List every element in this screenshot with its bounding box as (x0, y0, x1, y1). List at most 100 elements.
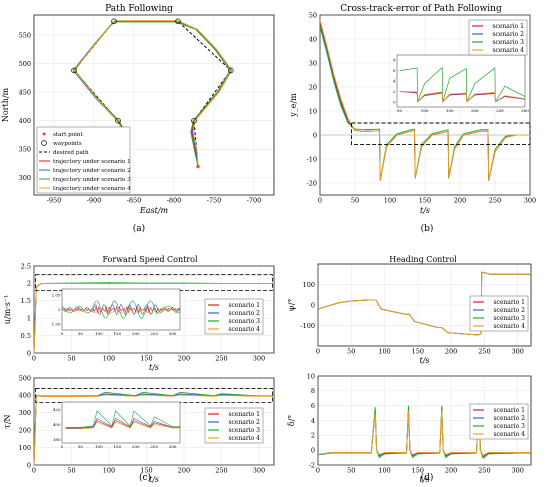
panel-a-ytick-label: 350 (19, 146, 31, 154)
panel-c-thrust-ytick-label: 100 (19, 444, 31, 452)
panel-b-label: (b) (421, 223, 434, 234)
legend-entry: scenario 1 (228, 411, 260, 418)
panel-a-xtick-label: -900 (87, 197, 102, 205)
panel-a-ylabel: North/m (1, 87, 10, 122)
panel-a-title: Path Following (105, 4, 173, 14)
panel-b-inset-xtick: 100 (421, 108, 429, 113)
legend-entry: scenario 4 (492, 47, 524, 54)
panel-b-ytick-label: 10 (309, 107, 317, 115)
panel-b-inset-frame (396, 54, 526, 108)
panel-d-rudder-ytick-label: 4 (311, 417, 315, 425)
panel-c-thrust-ytick-label: 200 (19, 426, 31, 434)
panel-b-xtick-label: 150 (419, 197, 431, 205)
panel-c-thrust-xtick-label: 150 (140, 467, 152, 475)
panel-c-speed-xtick-label: 100 (103, 355, 115, 363)
panel-b-ylabel: y_e/m (289, 93, 298, 118)
waypoint-marker (71, 67, 77, 74)
panel-d-heading-xtick-label: 50 (347, 348, 355, 356)
panel-d-rudder-ytick-label: 2 (311, 432, 315, 440)
waypoint-marker (191, 117, 197, 124)
panel-b-inset-xtick: 50 (397, 108, 403, 113)
panel-c-thrust-ytick-label: 500 (19, 374, 31, 382)
legend-waypoint-marker (41, 140, 47, 146)
panel-b-inset-xtick: 200 (471, 108, 479, 113)
panel-b-ytick-label: 0 (313, 131, 317, 139)
panel-a-xtick-label: -950 (47, 197, 62, 205)
panel-c-speed-xtick-label: 250 (215, 355, 227, 363)
legend-entry: scenario 2 (228, 310, 260, 317)
legend-entry: scenario 2 (228, 419, 260, 426)
panel-c-speed-inset-ytick: 1.95 (52, 322, 61, 327)
panel-d-rudder-ylabel: δ/° (287, 415, 296, 427)
panel-a-border (33, 14, 275, 196)
inset-speed-line-scenario-4 (61, 309, 181, 314)
panel-d-rudder-legend-box (469, 403, 529, 440)
panel-d-rudder-ytick-label: 10 (307, 372, 315, 380)
inset-thrust-line-scenario-1 (65, 420, 180, 429)
legend-entry: scenario 1 (228, 302, 260, 309)
panel-b-ytick-label: 40 (309, 35, 317, 43)
panel-c-thrust-inset-ytick: 400 (53, 422, 61, 427)
panel-c-speed-inset-ytick: 2.05 (52, 292, 61, 297)
panel-c-speed-xtick-label: 50 (67, 355, 75, 363)
inset-thrust-line-scenario-2 (65, 417, 180, 429)
panel-c-thrust-inset-xtick: 150 (113, 444, 121, 449)
panel-d-rudder-xtick-label: 50 (347, 467, 355, 475)
panel-d-heading-ytick-label: -100 (300, 322, 315, 330)
panel-a-xtick-label: -850 (127, 197, 142, 205)
panel-c-thrust-inset-frame (61, 401, 181, 444)
legend-entry: scenario 4 (493, 323, 525, 330)
legend-entry: trajectory under scenario 3 (53, 177, 131, 183)
panel-c-speed-inset-xtick: 50 (78, 331, 84, 336)
panel-b-inset-xtick: 150 (446, 108, 454, 113)
panel-c-thrust-xtick-label: 250 (215, 467, 227, 475)
panel-c-speed-inset-ytick: 2 (58, 307, 61, 312)
legend-entry: scenario 4 (228, 326, 260, 333)
panel-d-rudder-ytick-label: 6 (311, 402, 315, 410)
waypoint-marker (175, 18, 181, 25)
legend-entry: scenario 1 (493, 299, 525, 306)
panel-b-ytick-label: -10 (307, 155, 317, 163)
trajectory-line-scenario-4 (73, 20, 232, 167)
panel-c-speed-ytick-label: 0 (27, 349, 31, 357)
panel-c-speed-xtick-label: 150 (140, 355, 152, 363)
panel-c-speed-border (33, 265, 275, 354)
panel-c-thrust-xtick-label: 50 (67, 467, 75, 475)
panel-b-xtick-label: 0 (318, 197, 322, 205)
panel-b-xtick-label: 200 (454, 197, 466, 205)
panel-b-ytick-label: 30 (309, 59, 317, 67)
panel-b-title: Cross-track-error of Path Following (340, 4, 502, 14)
panel-b-ytick-label: -20 (307, 179, 317, 187)
panel-b-inset: 50 100 150 200 250 300 0 2 4 6 8 (393, 54, 529, 113)
panel-c-speed-inset-frame (61, 288, 181, 331)
panel-b-inset-ytick: 8 (393, 58, 396, 63)
panel-c-speed-inset-xtick: 100 (95, 331, 103, 336)
legend-entry: scenario 3 (493, 315, 525, 322)
panel-a-ytick-label: 450 (19, 88, 31, 96)
legend-entry: scenario 4 (493, 431, 525, 438)
panel-c-speed-inset: 0 50 100 150 200 250 300 1.95 2 2.05 (52, 288, 181, 336)
panel-b-ytick-label: 50 (309, 11, 317, 19)
panel-c-speed-ytick-label: 1 (27, 314, 31, 322)
panel-c-thrust-xlabel: t/s (149, 475, 159, 484)
panel-d-label: (d) (421, 472, 434, 483)
panel-d-rudder-xtick-label: 250 (478, 467, 490, 475)
panel-d-rudder-xtick-label: 100 (378, 467, 390, 475)
panel-a-ytick-label: 400 (19, 117, 31, 125)
panel-b-inset-ytick: 6 (393, 68, 396, 73)
panel-a-xtick-label: -750 (207, 197, 222, 205)
legend-entry: scenario 2 (493, 415, 525, 422)
legend-entry: scenario 3 (492, 39, 524, 46)
inset-speed-line-scenario-3 (61, 300, 181, 319)
panel-d-rudder-ytick-label: -2 (309, 461, 315, 469)
legend-entry: scenario 1 (493, 407, 525, 414)
inset-thrust-line-scenario-4 (65, 421, 180, 430)
panel-d-heading-ytick-label: 100 (303, 281, 315, 289)
panel-c-speed-xtick-label: 0 (32, 355, 36, 363)
heading-line-scenario-4 (317, 271, 531, 336)
